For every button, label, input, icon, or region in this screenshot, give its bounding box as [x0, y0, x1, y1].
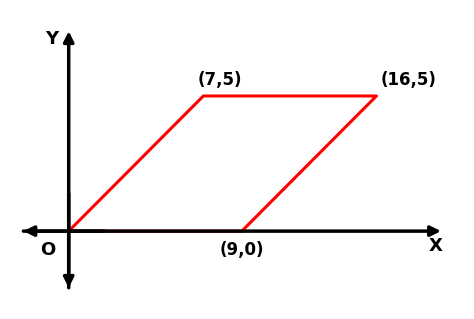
Text: (7,5): (7,5) — [198, 71, 242, 89]
Text: X: X — [429, 237, 443, 255]
Text: (9,0): (9,0) — [219, 241, 264, 259]
Text: (16,5): (16,5) — [380, 71, 436, 89]
Text: O: O — [40, 241, 55, 259]
Text: Y: Y — [45, 30, 58, 48]
